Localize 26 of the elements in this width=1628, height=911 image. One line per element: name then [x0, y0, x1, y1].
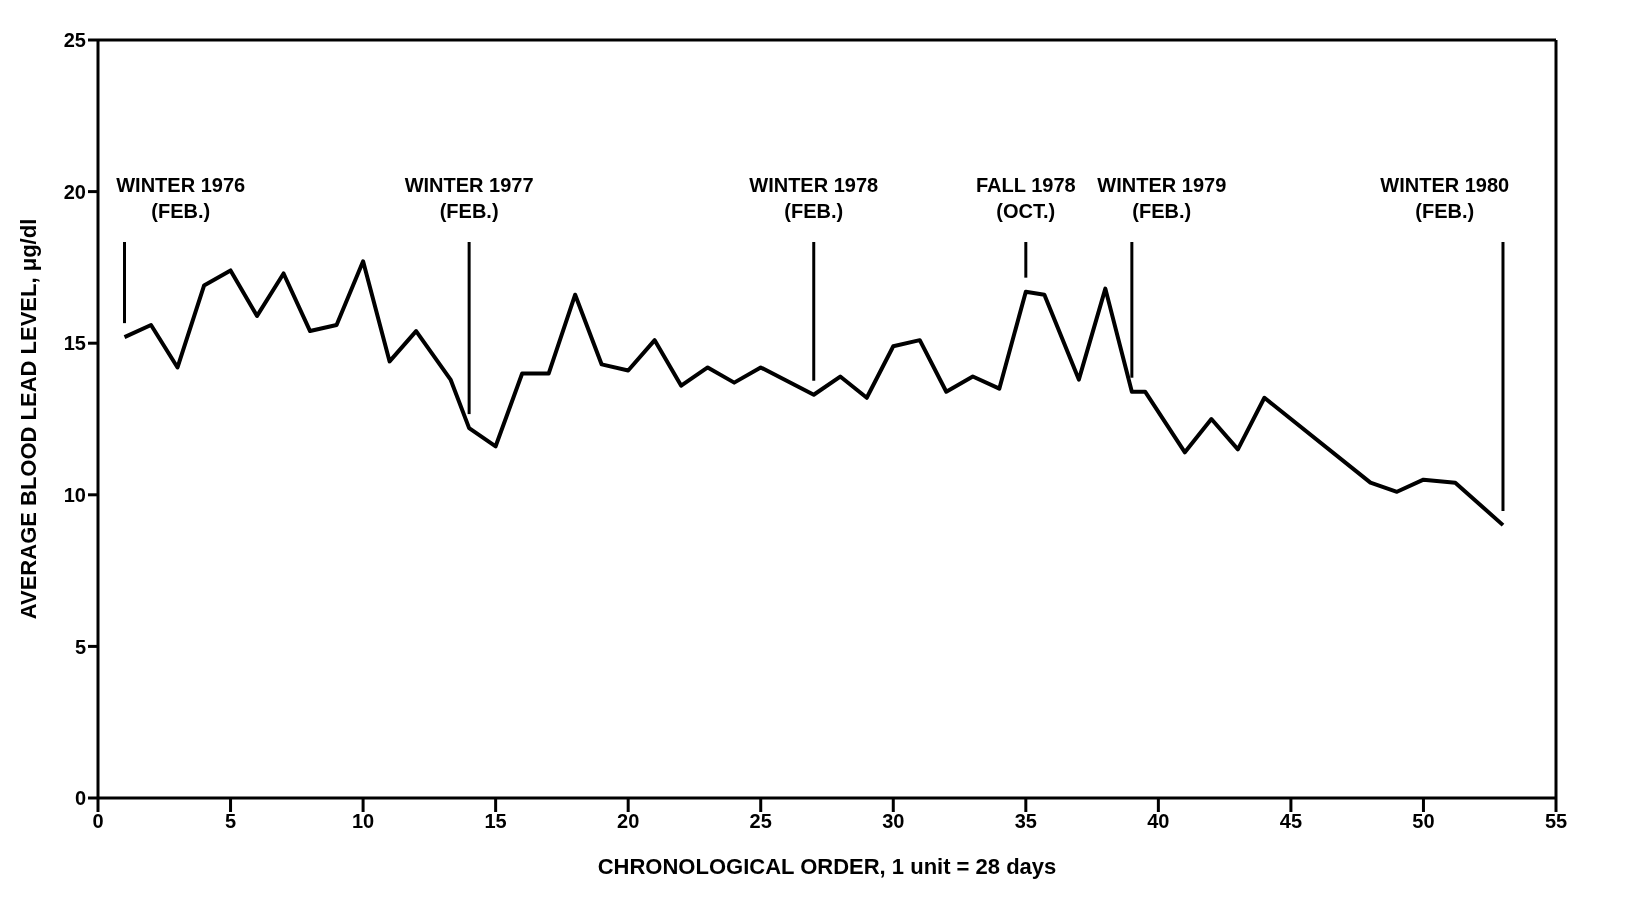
x-tick-label: 25	[749, 810, 772, 833]
x-tick-label: 5	[224, 810, 237, 833]
x-tick-label: 30	[882, 810, 905, 833]
ref-line-label: WINTER 1978 (FEB.)	[749, 174, 879, 222]
x-tick-label: 45	[1279, 810, 1303, 833]
y-tick-label: 25	[63, 29, 86, 52]
ref-line-label: WINTER 1976 (FEB.)	[116, 174, 246, 222]
x-tick-label: 50	[1412, 810, 1435, 833]
y-tick-label: 20	[63, 180, 86, 203]
ref-line-label: WINTER 1979 (FEB.)	[1097, 174, 1227, 222]
ref-line-label: WINTER 1977 (FEB.)	[404, 174, 534, 222]
x-tick-label: 35	[1014, 810, 1037, 833]
x-axis-title: CHRONOLOGICAL ORDER, 1 unit = 28 days	[597, 854, 1057, 879]
y-tick-label: 0	[74, 787, 86, 810]
x-tick-label: 10	[351, 810, 375, 833]
ref-line-label: FALL 1978 (OCT.)	[975, 174, 1076, 222]
x-tick-label: 20	[617, 810, 640, 833]
y-axis-title: AVERAGE BLOOD LEAD LEVEL, μg/dl	[15, 218, 41, 620]
y-tick-label: 5	[74, 635, 86, 658]
x-tick-label: 40	[1147, 810, 1170, 833]
x-tick-label: 15	[484, 810, 507, 833]
x-tick-label: 0	[92, 810, 104, 833]
y-tick-label: 15	[63, 332, 86, 355]
ref-line-label: WINTER 1980 (FEB.)	[1380, 174, 1510, 222]
x-tick-label: 55	[1544, 810, 1568, 833]
y-tick-label: 10	[63, 483, 86, 506]
